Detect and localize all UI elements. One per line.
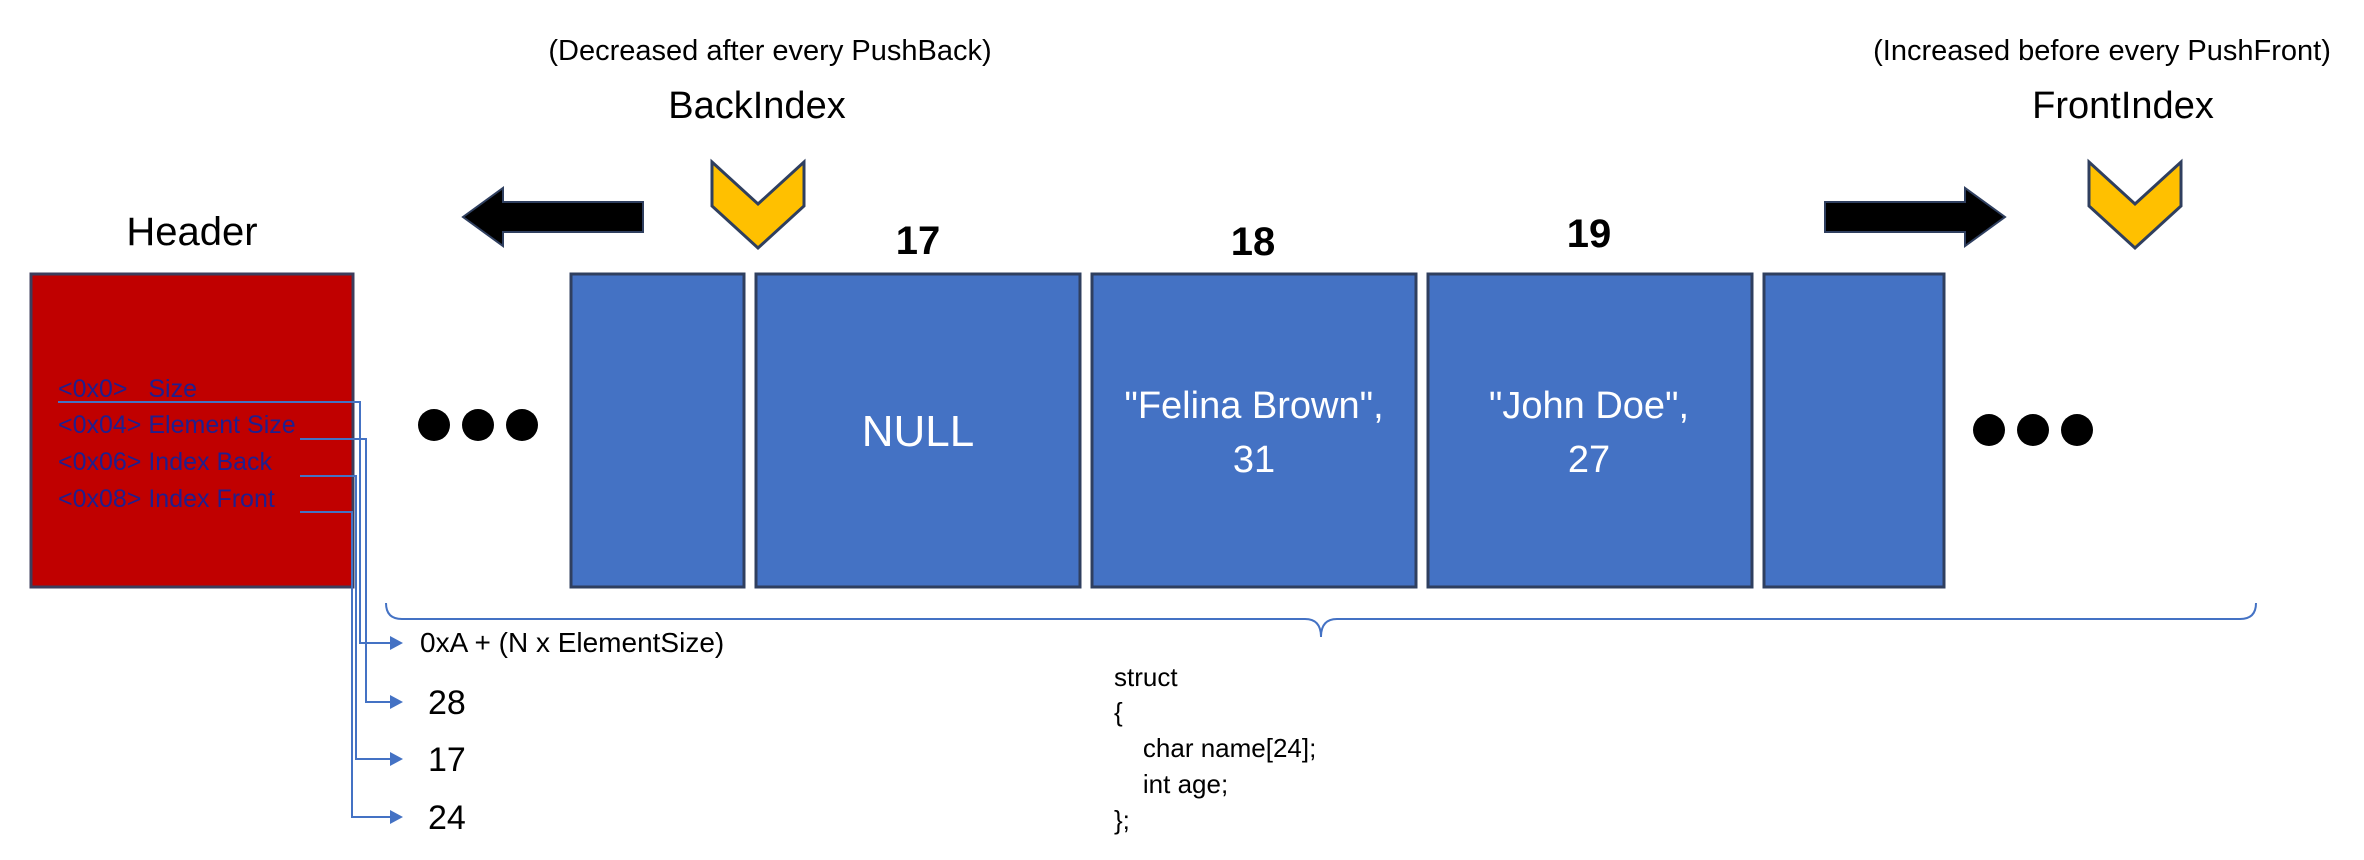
cell-19-line-1: "John Doe", <box>1489 385 1689 427</box>
cell-18-line-2: 31 <box>1233 439 1275 481</box>
front-index-chevron-icon <box>2087 158 2183 251</box>
back-index-chevron-icon <box>710 158 806 251</box>
cell-19-line-2: 27 <box>1568 439 1610 481</box>
array-size-brace <box>385 602 2257 638</box>
struct-definition: struct { char name[24]; int age; }; <box>1114 662 1316 835</box>
cell-17-value: NULL <box>862 407 975 456</box>
array-cell-back <box>569 272 746 589</box>
back-index-label: BackIndex <box>668 85 845 127</box>
header-field-index-front: <0x08> Index Front <box>58 485 275 513</box>
index-back-value: 17 <box>428 741 466 779</box>
header-field-size: <0x0> Size <box>58 375 197 403</box>
back-index-note: (Decreased after every PushBack) <box>548 35 991 67</box>
array-cell-19 <box>1426 272 1754 589</box>
header-value-connectors <box>58 401 403 824</box>
front-index-label: FrontIndex <box>2032 85 2214 127</box>
cell-index-19: 19 <box>1567 212 1612 256</box>
struct-line: char name[24]; <box>1114 733 1316 763</box>
header-title: Header <box>126 210 257 254</box>
cell-index-17: 17 <box>896 219 941 263</box>
cell-index-18: 18 <box>1231 220 1276 264</box>
struct-line: int age; <box>1114 769 1228 799</box>
element-size-value: 28 <box>428 684 466 722</box>
header-field-element-size: <0x04> Element Size <box>58 411 296 439</box>
cell-18-line-1: "Felina Brown", <box>1124 385 1383 427</box>
size-formula: 0xA + (N x ElementSize) <box>420 627 724 658</box>
array-cell-18 <box>1090 272 1418 589</box>
header-box <box>29 272 355 589</box>
header-field-index-back: <0x06> Index Back <box>58 448 273 476</box>
struct-line: struct <box>1114 662 1178 692</box>
right-arrow-icon <box>1824 186 2007 248</box>
index-front-value: 24 <box>428 799 466 837</box>
front-index-note: (Increased before every PushFront) <box>1873 35 2331 67</box>
struct-line: { <box>1114 697 1123 727</box>
left-ellipsis-icon <box>418 409 538 441</box>
right-ellipsis-icon <box>1973 414 2093 446</box>
array-cell-17 <box>754 272 1082 589</box>
array-cell-front <box>1762 272 1946 589</box>
left-arrow-icon <box>461 186 644 248</box>
struct-line: }; <box>1114 805 1130 835</box>
